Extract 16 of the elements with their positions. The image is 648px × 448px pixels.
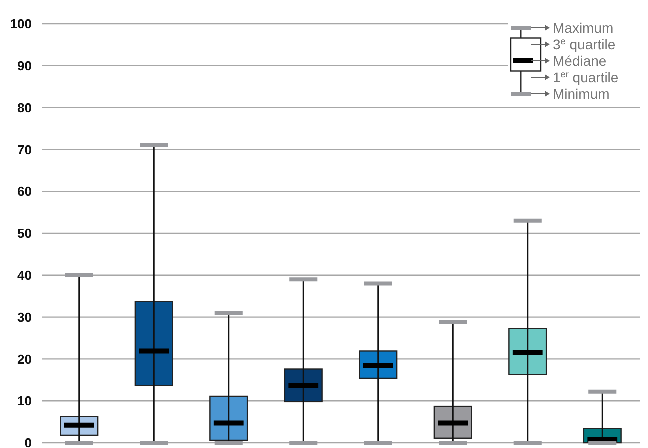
y-tick-label: 100: [10, 16, 32, 32]
annotation: Médiane: [553, 52, 607, 69]
y-tick-label: 0: [24, 436, 32, 448]
annotation: Minimum: [553, 86, 610, 102]
y-tick-label: 30: [18, 310, 32, 325]
annotation: Maximum: [553, 20, 614, 36]
y-tick-label: 90: [18, 58, 32, 74]
y-tick-label: 70: [18, 142, 32, 158]
y-tick-label: 10: [18, 394, 32, 409]
y-tick-label: 50: [18, 226, 32, 242]
annotation: 3$^{e}$ quartile: [553, 36, 616, 52]
y-tick-label: 20: [18, 352, 32, 367]
y-tick-label: 40: [18, 268, 32, 283]
annotation: 1$^{er}$ quartile: [553, 69, 619, 86]
y-tick-label: 60: [18, 184, 32, 200]
y-tick-label: 80: [18, 100, 32, 116]
